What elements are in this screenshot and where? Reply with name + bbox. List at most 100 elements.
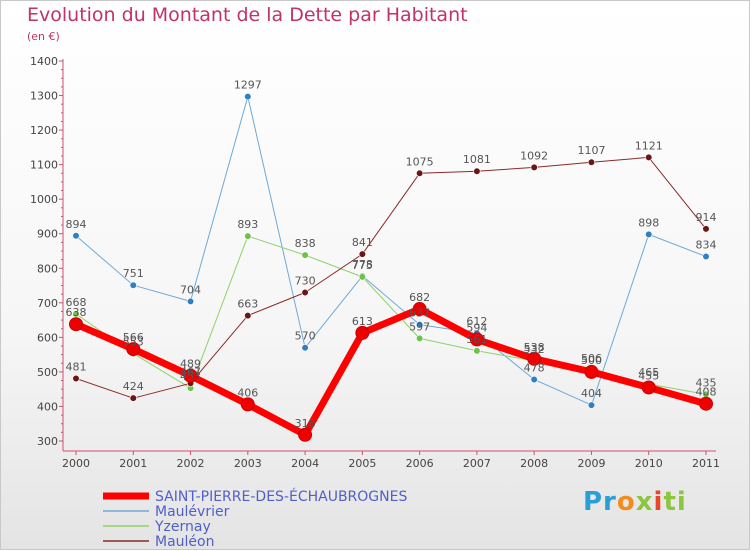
series-line [75, 235, 707, 395]
y-tick-label: 900 [37, 228, 58, 241]
data-label: 453 [180, 370, 201, 383]
x-tick-label: 2000 [62, 457, 90, 470]
data-label: 404 [581, 387, 602, 400]
data-point [584, 364, 599, 379]
data-point [358, 250, 366, 258]
y-tick-label: 800 [37, 262, 58, 275]
data-label: 778 [352, 258, 373, 271]
data-point [301, 288, 309, 297]
data-point [244, 92, 252, 101]
x-tick-label: 2006 [406, 457, 434, 470]
data-label: 1092 [520, 149, 548, 162]
x-tick-label: 2003 [234, 457, 262, 470]
data-point [416, 169, 424, 177]
data-label: 898 [638, 216, 659, 229]
data-label: 455 [638, 369, 659, 382]
data-point [699, 396, 713, 411]
data-label: 668 [66, 296, 87, 309]
data-point [186, 297, 195, 306]
data-point [183, 368, 198, 383]
data-label: 730 [295, 274, 316, 287]
data-label: 841 [352, 236, 373, 249]
data-label: 834 [696, 239, 717, 252]
data-label: 663 [237, 298, 258, 311]
data-label: 682 [409, 291, 430, 304]
data-label: 1081 [463, 153, 491, 166]
data-point [473, 167, 481, 175]
data-label: 597 [409, 320, 430, 333]
data-label: 506 [581, 352, 602, 365]
data-label: 478 [524, 362, 545, 375]
data-point [129, 281, 137, 289]
data-point [530, 375, 538, 384]
axes: 300 400 500 600 700 800 900 1000 1100 1200 1300 140… [30, 55, 720, 470]
data-label: 465 [638, 366, 659, 379]
data-point [72, 232, 80, 240]
y-tick-label: 1100 [30, 159, 58, 172]
x-tick-label: 2004 [291, 457, 319, 470]
data-point [641, 380, 656, 395]
x-tick-label: 2007 [463, 457, 491, 470]
data-label: 408 [696, 386, 717, 399]
data-label: 704 [180, 283, 201, 296]
data-label: 500 [581, 354, 602, 367]
series-line [75, 96, 707, 406]
data-label: 894 [66, 218, 87, 231]
data-point [587, 158, 596, 166]
x-tick-label: 2001 [119, 457, 147, 470]
data-label: 318 [295, 417, 316, 430]
data-label: 489 [180, 358, 201, 371]
x-tick-label: 2011 [692, 457, 720, 470]
data-point [473, 347, 481, 355]
x-tick-label: 2005 [348, 457, 376, 470]
x-tick-label: 2002 [177, 457, 205, 470]
data-point [126, 342, 141, 357]
data-point [530, 163, 538, 171]
series-line [72, 305, 710, 439]
data-label: 467 [180, 365, 201, 378]
data-point [645, 230, 653, 239]
data-point [240, 397, 255, 412]
data-point [702, 225, 710, 233]
legend-label: Mauléon [155, 534, 214, 550]
series-lines [69, 92, 713, 442]
data-point [244, 312, 252, 320]
series-3 [69, 302, 713, 442]
data-label: 406 [237, 386, 258, 399]
data-point [469, 332, 484, 347]
legend-label: Yzernay [154, 519, 211, 535]
data-point [527, 351, 542, 366]
y-tick-label: 500 [37, 366, 58, 379]
data-point [412, 302, 427, 317]
data-label: 538 [524, 341, 545, 354]
y-tick-label: 1300 [30, 90, 58, 103]
data-label: 1121 [635, 139, 663, 152]
x-tick-label: 2010 [635, 457, 663, 470]
data-point [298, 427, 313, 442]
y-tick-label: 300 [37, 435, 58, 448]
x-tick-label: 2009 [577, 457, 605, 470]
data-label: 914 [696, 211, 717, 224]
data-label: 613 [352, 315, 373, 328]
data-point [129, 394, 137, 402]
data-label: 1075 [406, 155, 434, 168]
data-point [702, 252, 710, 261]
data-labels: 894 751 704 1297 570 778 637 612 478 404 898 834 668… [66, 79, 717, 430]
data-point [72, 374, 80, 383]
data-label: 424 [123, 380, 144, 393]
data-label: 637 [409, 307, 430, 320]
data-label: 561 [466, 333, 487, 346]
data-label: 594 [466, 321, 487, 334]
chart-subtitle: (en €) [27, 30, 60, 43]
data-point [355, 325, 370, 340]
data-label: 838 [295, 237, 316, 250]
y-tick-label: 600 [37, 331, 58, 344]
legend-label: Maulévrier [155, 504, 230, 520]
proxiti-logo: Proxiti [583, 487, 687, 517]
series-2 [72, 153, 710, 402]
data-label: 481 [66, 360, 87, 373]
data-point [244, 232, 252, 240]
data-point [301, 251, 309, 259]
